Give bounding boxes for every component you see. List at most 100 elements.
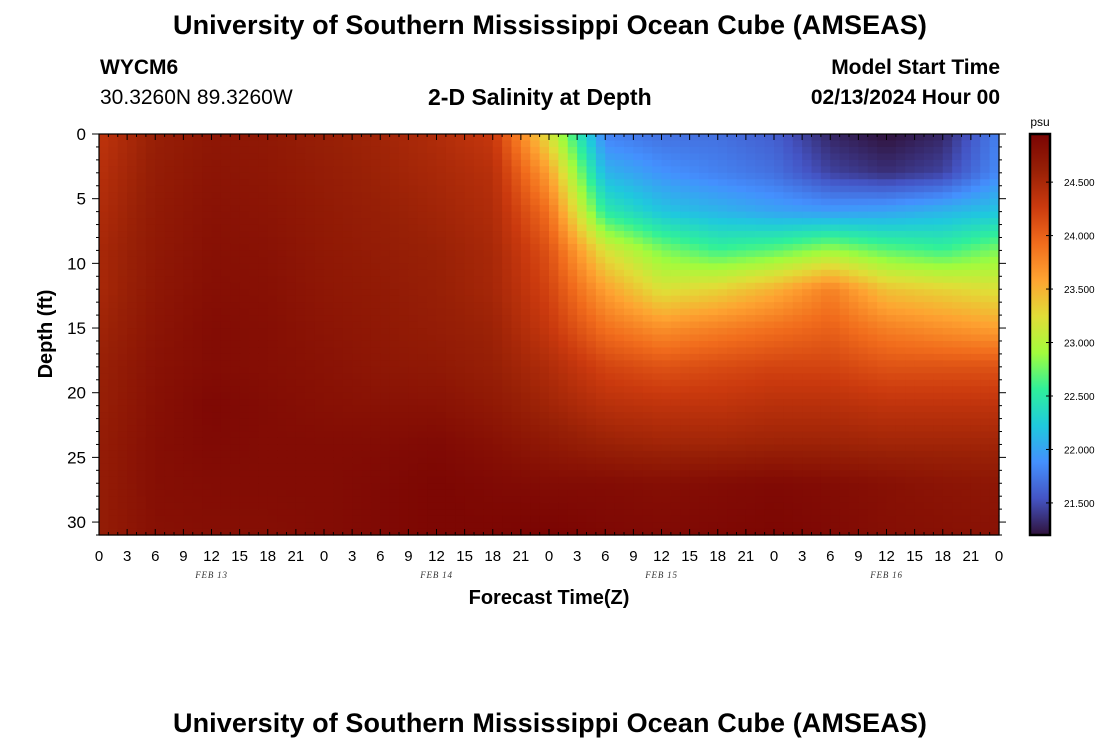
heatmap-cell: [483, 192, 494, 200]
heatmap-cell: [914, 450, 925, 458]
heatmap-cell: [183, 386, 194, 394]
heatmap-cell: [239, 399, 250, 407]
heatmap-cell: [652, 399, 663, 407]
heatmap-cell: [445, 256, 456, 264]
heatmap-cell: [127, 379, 138, 387]
heatmap-cell: [380, 211, 391, 219]
heatmap-cell: [820, 263, 831, 271]
heatmap-cell: [127, 347, 138, 355]
heatmap-cell: [755, 134, 766, 142]
heatmap-cell: [239, 140, 250, 148]
heatmap-cell: [933, 463, 944, 471]
heatmap-cell: [830, 431, 841, 439]
heatmap-cell: [286, 437, 297, 446]
heatmap-cell: [145, 205, 156, 213]
heatmap-cell: [492, 457, 503, 465]
heatmap-cell: [595, 140, 606, 148]
heatmap-cell: [258, 179, 269, 187]
heatmap-cell: [145, 315, 156, 323]
heatmap-cell: [520, 237, 531, 245]
heatmap-cell: [324, 269, 334, 277]
heatmap-cell: [952, 146, 963, 155]
heatmap-cell: [867, 315, 878, 323]
heatmap-cell: [661, 302, 672, 310]
heatmap-cell: [811, 179, 822, 187]
heatmap-cell: [192, 295, 203, 303]
heatmap-cell: [811, 243, 822, 252]
heatmap-cell: [502, 315, 513, 323]
heatmap-cell: [295, 373, 306, 381]
heatmap-cell: [886, 308, 897, 316]
heatmap-cell: [455, 276, 466, 284]
heatmap-cell: [708, 366, 719, 374]
heatmap-cell: [117, 360, 128, 368]
heatmap-cell: [267, 399, 278, 407]
heatmap-cell: [389, 282, 400, 290]
heatmap-cell: [633, 353, 644, 361]
heatmap-cell: [408, 340, 419, 349]
heatmap-cell: [614, 231, 625, 239]
heatmap-cell: [474, 218, 484, 226]
heatmap-cell: [99, 276, 109, 284]
heatmap-cell: [811, 198, 822, 206]
heatmap-cell: [680, 159, 691, 167]
heatmap-cell: [220, 243, 231, 252]
heatmap-cell: [708, 360, 719, 368]
heatmap-cell: [670, 457, 681, 465]
heatmap-cell: [305, 243, 316, 252]
heatmap-cell: [389, 340, 400, 349]
heatmap-cell: [914, 243, 925, 252]
heatmap-cell: [267, 159, 278, 167]
heatmap-cell: [989, 159, 1000, 167]
heatmap-cell: [286, 386, 297, 394]
heatmap-cell: [445, 353, 456, 361]
heatmap-cell: [502, 218, 513, 226]
heatmap-cell: [802, 399, 813, 407]
heatmap-cell: [839, 295, 850, 303]
heatmap-cell: [436, 218, 447, 226]
heatmap-cell: [549, 457, 559, 465]
heatmap-cell: [895, 146, 906, 155]
heatmap-cell: [792, 205, 803, 213]
heatmap-cell: [670, 269, 681, 277]
heatmap-cell: [474, 418, 484, 426]
heatmap-cell: [127, 218, 138, 226]
heatmap-cell: [295, 425, 306, 433]
heatmap-cell: [914, 218, 925, 226]
heatmap-cell: [745, 185, 756, 193]
heatmap-cell: [717, 231, 728, 239]
heatmap-cell: [474, 159, 484, 167]
heatmap-cell: [633, 276, 644, 284]
heatmap-cell: [802, 444, 813, 452]
heatmap-cell: [277, 159, 288, 167]
heatmap-cell: [877, 328, 888, 336]
heatmap-cell: [811, 334, 822, 342]
heatmap-cell: [699, 172, 709, 180]
heatmap-cell: [989, 185, 1000, 193]
heatmap-cell: [755, 243, 766, 252]
heatmap-cell: [136, 185, 147, 193]
heatmap-cell: [970, 269, 981, 277]
heatmap-cell: [595, 366, 606, 374]
heatmap-cell: [877, 134, 888, 142]
heatmap-cell: [492, 373, 503, 381]
heatmap-cell: [727, 224, 738, 232]
heatmap-cell: [305, 295, 316, 303]
heatmap-cell: [333, 347, 344, 355]
heatmap-cell: [849, 276, 859, 284]
heatmap-cell: [970, 366, 981, 374]
heatmap-cell: [211, 425, 222, 433]
heatmap-cell: [520, 353, 531, 361]
heatmap-cell: [839, 444, 850, 452]
heatmap-cell: [605, 386, 616, 394]
heatmap-cell: [792, 172, 803, 180]
heatmap-cell: [558, 172, 569, 180]
heatmap-cell: [239, 289, 250, 297]
heatmap-cell: [192, 444, 203, 452]
heatmap-cell: [511, 237, 522, 245]
heatmap-cell: [595, 237, 606, 245]
heatmap-cell: [539, 302, 550, 310]
heatmap-cell: [708, 302, 719, 310]
heatmap-cell: [577, 360, 588, 368]
heatmap-cell: [117, 437, 128, 446]
